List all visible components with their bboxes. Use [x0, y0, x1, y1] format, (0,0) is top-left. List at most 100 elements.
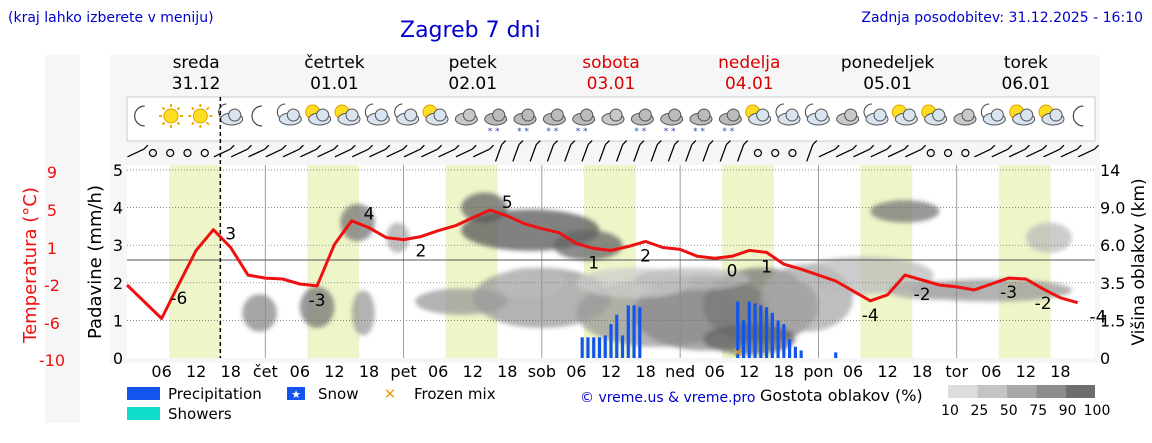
cloud-puff: [286, 108, 300, 122]
cloud-height-tick-label: 3.5: [1100, 274, 1125, 293]
wind-barb-tick: [622, 140, 628, 146]
wind-barb-icon: [685, 144, 693, 162]
wind-barb-tick: [402, 144, 408, 150]
legend-precipitation: Precipitation: [168, 385, 262, 403]
cloud-puff: [433, 108, 447, 122]
wind-barb-icon: [1077, 148, 1095, 158]
calm-wind-icon: [166, 148, 175, 158]
precipitation-bar: [609, 324, 613, 358]
day-name: sreda: [173, 53, 220, 73]
wind-barb-tick: [674, 140, 680, 146]
temperature-tick-label: -2: [44, 276, 60, 295]
sun-ray: [205, 106, 210, 111]
sun-cloud-icon: [305, 104, 332, 126]
density-tick-label: 100: [1084, 403, 1111, 419]
hour-tick-label: 12: [324, 362, 344, 381]
snowflakes: * *: [488, 127, 500, 137]
wind-barb-icon: [472, 148, 490, 158]
precipitation-bar: [638, 307, 642, 358]
wind-barb-tick: [990, 144, 996, 150]
temperature-label: 4: [364, 205, 375, 225]
day-tick-label: ned: [665, 362, 695, 381]
cloud-puff: [580, 108, 594, 122]
frozen-mix-icon: ✕: [384, 385, 397, 403]
credit-link[interactable]: © vreme.us & vreme.pro: [580, 390, 755, 406]
wind-barb-icon: [512, 144, 520, 162]
cloud-puff: [374, 108, 388, 122]
temperature-label: 0: [727, 261, 738, 281]
wind-barb-icon: [887, 148, 905, 158]
hour-tick-label: 06: [981, 362, 1001, 381]
cloud-blob: [351, 290, 375, 336]
sun-icon: [159, 104, 183, 128]
wind-barb-tick: [518, 140, 524, 146]
wind-barb-tick: [743, 140, 749, 146]
cloud-puff: [961, 108, 975, 122]
moon-icon: [251, 105, 263, 127]
wind-barb-tick: [604, 140, 610, 146]
wind-barb-tick: [852, 144, 857, 150]
wind-barb-icon: [334, 148, 352, 158]
precipitation-bar: [776, 320, 780, 358]
cloud-icon: [836, 108, 860, 126]
daylight-band: [169, 165, 221, 358]
calm-wind-icon: [148, 148, 158, 158]
page-title: Zagreb 7 dni: [400, 18, 541, 43]
precipitation-bar: [799, 350, 803, 358]
wind-barb-icon: [127, 148, 145, 158]
precipitation-tick-label: 3: [113, 236, 123, 255]
sun-disc: [192, 108, 208, 124]
precipitation-bar: [615, 314, 619, 358]
hour-tick-label: 06: [151, 362, 171, 381]
precipitation-tick-label: 0: [113, 349, 123, 368]
cloud-blob: [553, 230, 623, 261]
density-swatch: [977, 385, 1007, 398]
cloud-height-tick-label: 1.5: [1100, 311, 1125, 330]
temperature-tick-label: 9: [47, 163, 57, 182]
day-tick-label: pon: [803, 362, 833, 381]
snowflakes: * *: [634, 127, 646, 137]
temperature-label: -4: [862, 306, 879, 326]
cloud-puff: [873, 108, 887, 122]
cloud-puff: [902, 108, 916, 122]
day-date: 06.01: [1002, 74, 1051, 94]
wind-barb-tick: [691, 140, 697, 146]
cloud-puff: [697, 108, 711, 122]
cloud-puff: [1020, 108, 1034, 122]
cloud-icon: [601, 108, 625, 126]
hour-tick-label: 06: [705, 362, 725, 381]
cloud-puff: [609, 108, 623, 122]
cloud-blob: [495, 267, 565, 298]
cloud-moon-icon: [364, 103, 390, 126]
day-date: 01.01: [310, 74, 359, 94]
wind-barb-icon: [282, 148, 300, 158]
wind-barb-icon: [248, 148, 266, 158]
day-date: 05.01: [863, 74, 912, 94]
precipitation-bar: [620, 335, 625, 358]
sun-cloud-icon: [1038, 104, 1065, 126]
precipitation-bar: [770, 312, 774, 358]
location-hint[interactable]: (kraj lahko izberete v meniju): [8, 10, 214, 26]
wind-barb-tick: [350, 144, 356, 150]
calm-wind-icon: [926, 148, 935, 158]
day-name: torek: [1004, 53, 1048, 73]
cloud-puff: [228, 108, 242, 122]
wind-barb-tick: [1076, 144, 1082, 150]
cloud-moon-icon: [218, 103, 244, 126]
density-swatch: [948, 385, 978, 398]
wind-barb-icon: [317, 148, 335, 158]
wind-barb-icon: [667, 144, 676, 162]
legend-snow: Snow: [318, 385, 358, 403]
precipitation-bar: [592, 337, 596, 358]
moon-shape: [251, 105, 263, 127]
hour-tick-label: 12: [463, 362, 483, 381]
wind-barb-tick: [725, 140, 731, 146]
wind-barb-tick: [471, 144, 477, 150]
snow-star-icon: ★: [291, 388, 301, 401]
density-swatch: [1036, 385, 1066, 398]
temperature-tick-label: 5: [47, 201, 57, 220]
cloud-puff: [492, 108, 506, 122]
precipitation-bar: [782, 324, 786, 358]
